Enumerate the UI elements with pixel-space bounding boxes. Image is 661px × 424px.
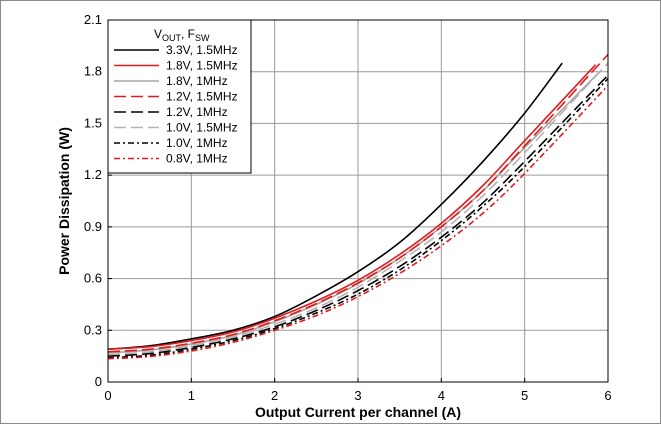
x-axis-title: Output Current per channel (A) [255, 404, 461, 420]
legend-title-sub1: OUT [162, 33, 182, 43]
legend-label-5: 1.2V, 1MHz [166, 105, 228, 119]
x-tick-label-4: 4 [438, 388, 445, 403]
legend-label-3: 1.8V, 1MHz [166, 74, 228, 88]
x-tick-label-3: 3 [354, 388, 361, 403]
x-tick-label-0: 0 [104, 388, 111, 403]
legend-label-4: 1.2V, 1.5MHz [166, 90, 238, 104]
series-line-7 [107, 78, 609, 359]
legend-label-2: 1.8V, 1.5MHz [166, 59, 238, 73]
grid [108, 20, 608, 382]
series-line-4 [107, 53, 609, 353]
series-line-8 [107, 84, 609, 360]
legend-label-8: 0.8V, 1MHz [166, 152, 228, 166]
y-tick-label-0.9: 0.9 [84, 219, 102, 234]
x-tick-label-1: 1 [188, 388, 195, 403]
legend-label-7: 1.0V, 1MHz [166, 136, 228, 150]
legend-title-sep: , F [181, 27, 195, 41]
y-tick-label-0.3: 0.3 [84, 322, 102, 337]
legend-label-6: 1.0V, 1.5MHz [166, 121, 238, 135]
legend-label-1: 3.3V, 1.5MHz [166, 43, 238, 57]
y-tick-label-0.6: 0.6 [84, 271, 102, 286]
y-tick-label-0: 0 [95, 374, 102, 389]
tick-labels: 0 1 2 3 4 5 6 0 0.3 0.6 0.9 1.2 1.5 1.8 2.1 [84, 12, 612, 403]
y-tick-label-1.2: 1.2 [84, 167, 102, 182]
legend-title: VOUT, FSW [154, 27, 210, 43]
series-layer [107, 53, 609, 360]
series-line-6 [107, 62, 609, 356]
y-tick-label-1.8: 1.8 [84, 64, 102, 79]
series-line-1 [107, 62, 563, 350]
y-tick-label-2.1: 2.1 [84, 12, 102, 27]
y-axis-title: Power Dissipation (W) [56, 127, 72, 275]
y-tick-label-1.5: 1.5 [84, 115, 102, 130]
legend: VOUT, FSW 3.3V, 1.5MHz 1.8V, 1.5MHz1.8V, … [107, 19, 252, 174]
x-tick-label-2: 2 [271, 388, 278, 403]
x-tick-label-5: 5 [521, 388, 528, 403]
series-line-5 [107, 74, 609, 357]
legend-title-sub2: SW [195, 33, 210, 43]
legend-title-v: V [154, 27, 162, 41]
series-line-2 [107, 64, 597, 350]
x-tick-label-6: 6 [604, 388, 611, 403]
